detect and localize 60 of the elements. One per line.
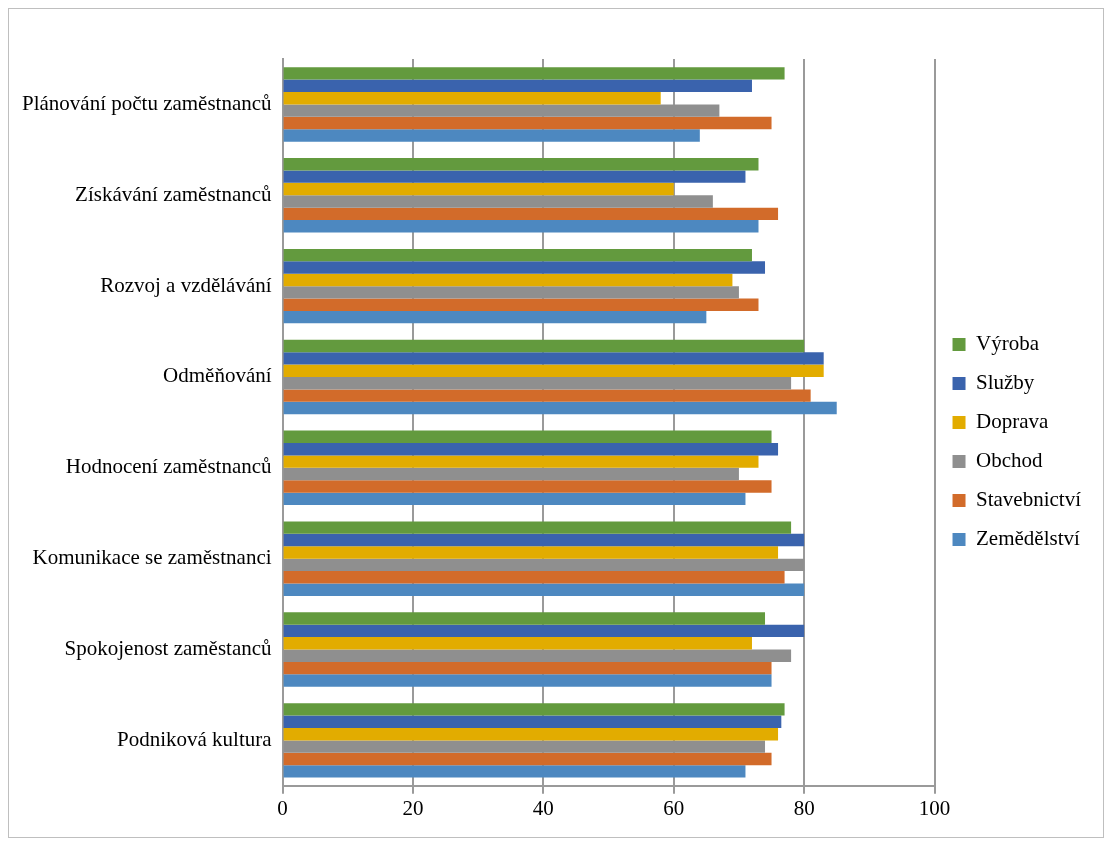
legend-label: Služby [976, 370, 1035, 395]
y-tick-label: Spokojenost zaměstanců [64, 636, 273, 661]
legend-label: Zemědělství [976, 526, 1080, 551]
bar [283, 401, 837, 415]
y-tick-label: Získávání zaměstnanců [75, 181, 273, 206]
x-tick-label: 80 [793, 795, 815, 820]
bar [283, 352, 824, 365]
y-tick-label: Plánování počtu zaměstnanců [22, 90, 273, 115]
bar [283, 364, 824, 377]
bar [283, 624, 805, 638]
x-tick-label: 100 [918, 795, 951, 820]
y-tick-label: Hodnocení zaměstnanců [65, 454, 273, 479]
bar [283, 612, 766, 625]
x-tick-label: 40 [532, 795, 554, 820]
bar [283, 182, 674, 196]
bar [283, 480, 772, 493]
bar [283, 389, 811, 402]
bar [283, 727, 779, 741]
bar [283, 273, 733, 287]
bar [283, 442, 779, 456]
bar [283, 571, 785, 584]
bar [283, 546, 779, 559]
bar [283, 637, 752, 650]
bar [283, 339, 805, 353]
bar [283, 92, 661, 105]
bar [283, 298, 759, 311]
legend-label: Stavebnictví [976, 487, 1082, 512]
bar [283, 521, 792, 534]
bar [283, 455, 759, 468]
x-tick-label: 60 [663, 795, 685, 820]
bar [283, 703, 785, 716]
legend-label: Doprava [976, 409, 1049, 434]
bar [283, 158, 759, 171]
bar [283, 430, 772, 443]
bar [283, 79, 752, 93]
bar [283, 492, 746, 506]
bar [283, 207, 779, 221]
y-tick-label: Podniková kultura [117, 726, 273, 751]
bar [283, 310, 707, 324]
y-tick-label: Odměňování [163, 363, 272, 388]
bar [283, 533, 805, 547]
bar [283, 661, 772, 675]
bar [283, 765, 746, 778]
y-tick-label: Rozvoj a vzdělávání [100, 272, 272, 297]
legend-label: Výroba [976, 331, 1040, 356]
bar [283, 129, 700, 142]
bar [283, 261, 766, 274]
bar [283, 170, 746, 183]
x-tick-label: 20 [402, 795, 424, 820]
bar [283, 674, 772, 687]
bar [283, 715, 782, 728]
bar [283, 220, 759, 233]
bar [283, 116, 772, 130]
legend-label: Obchod [976, 448, 1044, 473]
x-tick-label: 0 [277, 795, 288, 820]
bar [283, 248, 752, 262]
bar [283, 67, 785, 80]
bar [283, 583, 805, 596]
bar [283, 752, 772, 766]
y-tick-label: Komunikace se zaměstnanci [32, 545, 272, 570]
